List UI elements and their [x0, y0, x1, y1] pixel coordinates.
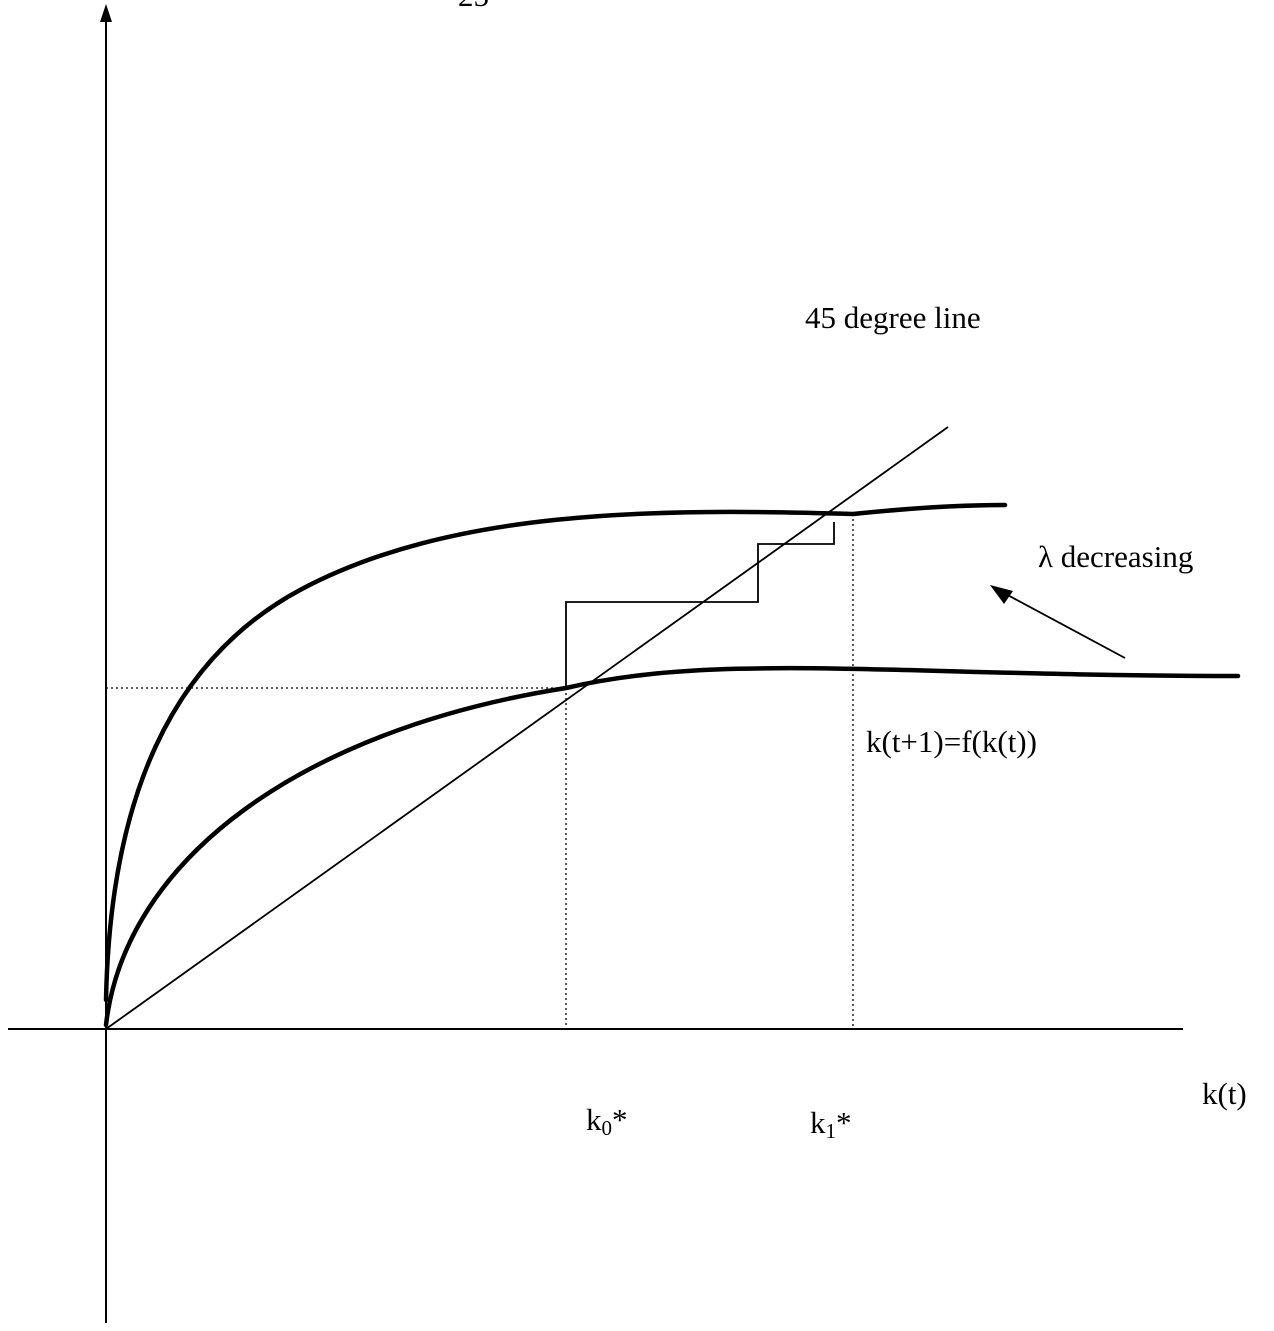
x-axis-label: k(t): [1202, 1076, 1247, 1111]
k1-subscript: 1: [826, 1119, 837, 1143]
k1-base: k: [810, 1105, 826, 1140]
lambda-text: decreasing: [1061, 539, 1194, 574]
line-45-label: 45 degree line: [805, 300, 981, 335]
y-axis-arrowhead: [100, 4, 112, 22]
lambda-decreasing-label: λ decreasing: [1038, 539, 1193, 574]
page-number-fragment: 25: [458, 0, 489, 13]
lower-growth-curve: [103, 665, 1241, 1028]
lambda-arrow-shaft: [1001, 591, 1126, 659]
k0-base: k: [586, 1102, 602, 1137]
curve-function-label: k(t+1)=f(k(t)): [866, 724, 1037, 759]
line-45-degree: [105, 426, 949, 1030]
convergence-staircase: [565, 522, 835, 688]
lambda-symbol: λ: [1038, 539, 1053, 574]
k0-subscript: 0: [602, 1116, 613, 1140]
k1-star: *: [836, 1105, 852, 1140]
steady-state-1-label: k1*: [810, 1105, 852, 1143]
steady-state-0-label: k0*: [586, 1102, 628, 1140]
k0-star: *: [612, 1102, 628, 1137]
lambda-arrow-head: [990, 585, 1013, 604]
upper-growth-curve: [103, 502, 1008, 1003]
